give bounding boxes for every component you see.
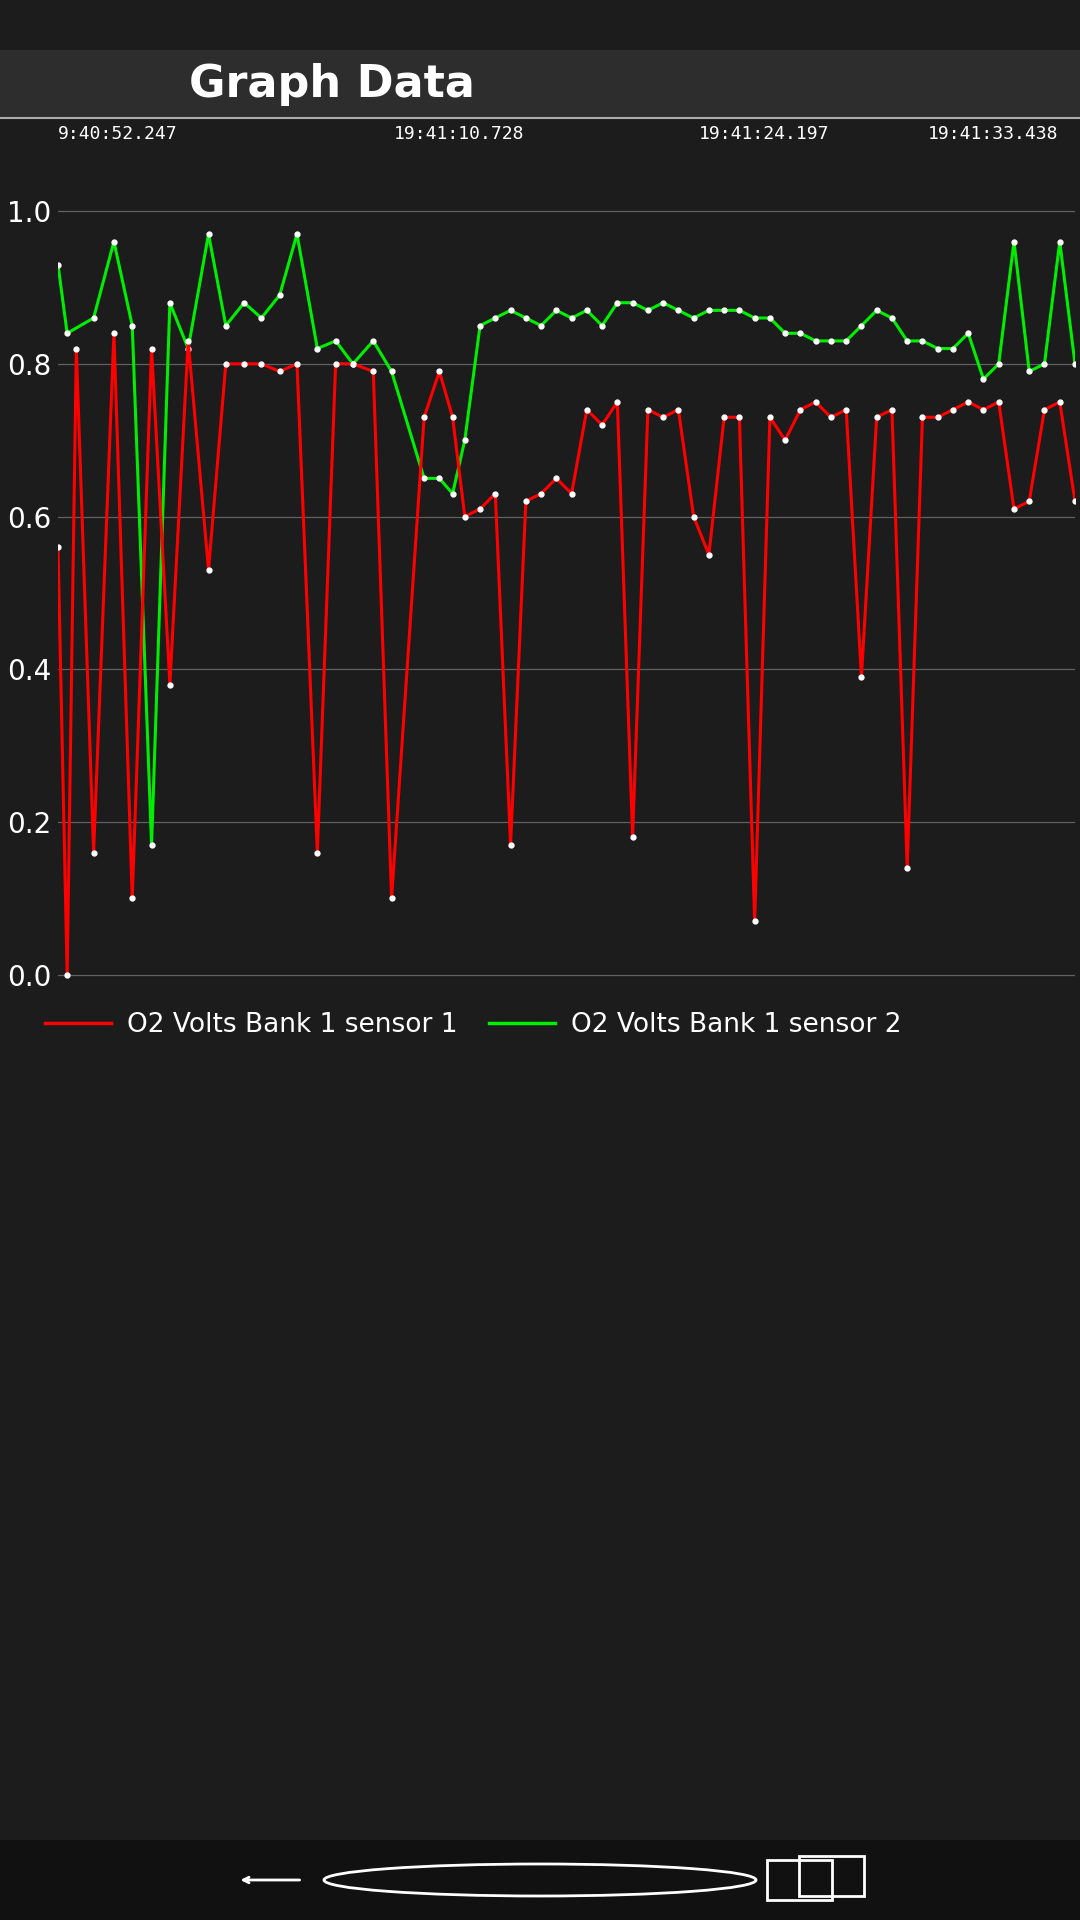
Bar: [767, 1860, 832, 1901]
Text: Graph Data: Graph Data: [189, 63, 475, 106]
Text: 19:41:24.197: 19:41:24.197: [699, 125, 829, 142]
Text: 9:40:52.247: 9:40:52.247: [58, 125, 177, 142]
Text: 19:41:10.728: 19:41:10.728: [393, 125, 524, 142]
Legend: O2 Volts Bank 1 sensor 1, O2 Volts Bank 1 sensor 2: O2 Volts Bank 1 sensor 1, O2 Volts Bank …: [35, 1002, 913, 1048]
Text: 19:41:33.438: 19:41:33.438: [928, 125, 1058, 142]
Bar: [799, 1857, 864, 1897]
